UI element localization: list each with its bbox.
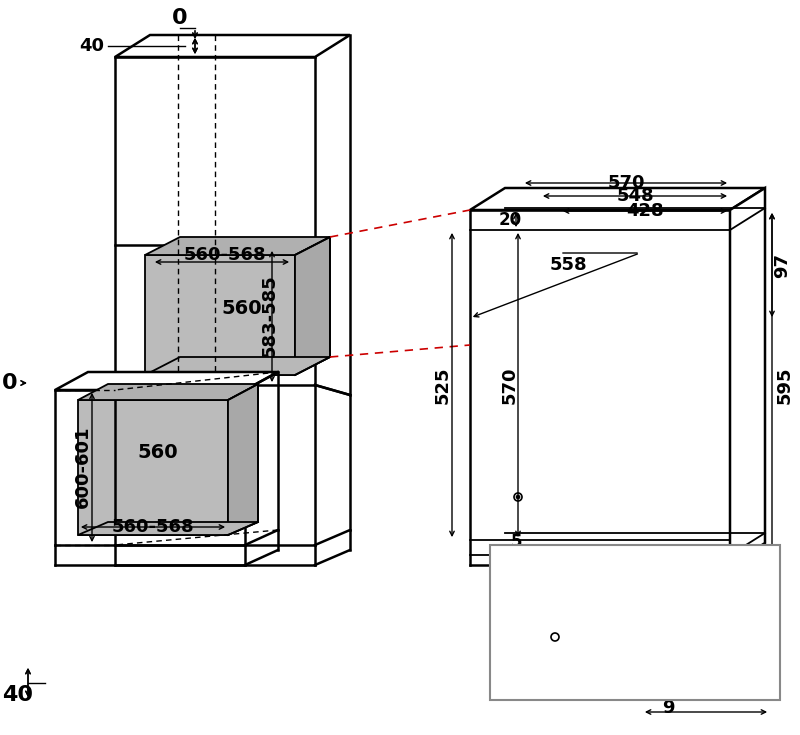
- Text: 89°: 89°: [611, 639, 645, 657]
- Polygon shape: [145, 255, 295, 375]
- Polygon shape: [228, 384, 258, 535]
- Polygon shape: [115, 35, 350, 57]
- Polygon shape: [470, 188, 765, 210]
- Text: 9: 9: [662, 699, 674, 717]
- Circle shape: [517, 495, 519, 498]
- Text: 600-601: 600-601: [74, 426, 92, 508]
- Text: 525: 525: [434, 366, 452, 404]
- Text: 5: 5: [510, 533, 522, 551]
- Bar: [490, 545, 780, 700]
- Text: 595: 595: [776, 366, 794, 404]
- Polygon shape: [145, 357, 330, 375]
- Text: 20: 20: [498, 543, 521, 561]
- Text: 40: 40: [79, 37, 105, 55]
- Text: 460: 460: [639, 604, 677, 622]
- Text: 0: 0: [2, 373, 18, 393]
- Polygon shape: [730, 188, 765, 565]
- Text: 560-568: 560-568: [112, 518, 194, 536]
- Text: 570: 570: [501, 366, 519, 404]
- Polygon shape: [78, 522, 258, 535]
- Text: 560: 560: [138, 442, 178, 462]
- Text: 595: 595: [622, 569, 660, 587]
- Text: 20: 20: [498, 211, 522, 229]
- Text: 548: 548: [616, 187, 654, 205]
- Text: 97: 97: [773, 253, 791, 278]
- Polygon shape: [78, 384, 258, 400]
- Polygon shape: [55, 372, 278, 390]
- Text: 558: 558: [549, 256, 587, 274]
- Text: 560-568: 560-568: [184, 246, 266, 264]
- Text: 560: 560: [222, 298, 262, 318]
- Polygon shape: [145, 237, 330, 255]
- Text: 0: 0: [712, 648, 724, 666]
- Polygon shape: [295, 237, 330, 375]
- Text: 428: 428: [626, 202, 664, 220]
- Text: 570: 570: [607, 174, 645, 192]
- Text: 0: 0: [172, 8, 188, 28]
- Polygon shape: [78, 400, 228, 535]
- Text: 583-585: 583-585: [261, 275, 279, 357]
- Text: 40: 40: [2, 685, 34, 705]
